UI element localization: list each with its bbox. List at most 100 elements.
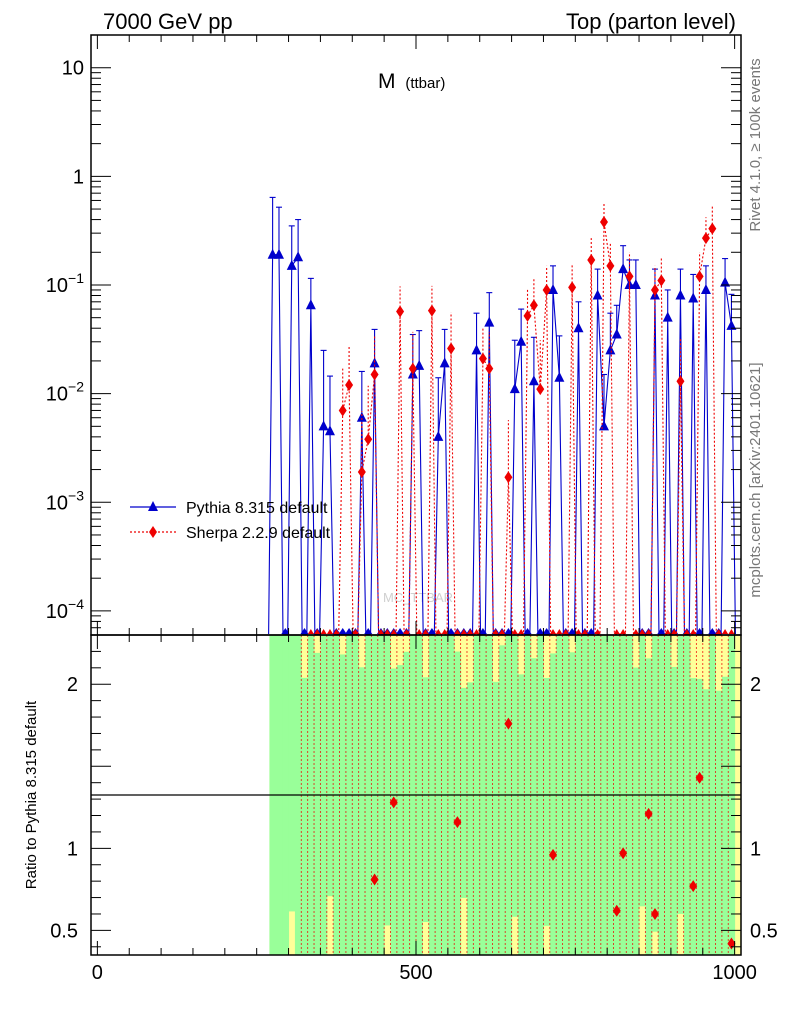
floor-marker xyxy=(613,629,620,634)
y-tick-exp: −1 xyxy=(68,270,84,286)
floor-marker xyxy=(390,629,397,634)
band-1sigma-bin xyxy=(384,635,392,926)
ratio-point xyxy=(644,807,653,820)
ratio-tick-label-right: 1 xyxy=(750,838,761,860)
data-point-diamond xyxy=(708,222,717,235)
data-point-triangle xyxy=(548,283,559,294)
header-right-title: Top (parton level) xyxy=(566,9,736,34)
y-tick-label: 10−2 xyxy=(46,379,84,406)
floor-marker xyxy=(550,629,557,634)
data-point-diamond xyxy=(478,352,487,365)
band-1sigma-bin xyxy=(492,681,500,955)
floor-marker xyxy=(581,629,588,634)
floor-marker xyxy=(281,628,290,634)
data-point-triangle xyxy=(662,311,673,322)
floor-marker xyxy=(511,629,518,634)
y-tick-label: 10 xyxy=(62,58,84,80)
ratio-point xyxy=(619,847,628,860)
floor-marker xyxy=(435,629,442,634)
data-point-triangle xyxy=(675,289,686,300)
y-tick-base: 10 xyxy=(46,492,68,514)
data-point-diamond xyxy=(447,342,456,355)
floor-marker xyxy=(639,629,646,634)
header-left-title: 7000 GeV pp xyxy=(103,9,233,34)
floor-marker xyxy=(460,629,467,634)
band-1sigma-bin xyxy=(422,677,430,923)
data-point-triangle xyxy=(720,276,731,287)
ratio-point xyxy=(453,816,462,829)
floor-marker xyxy=(416,629,423,634)
floor-marker xyxy=(478,628,487,634)
data-point-triangle xyxy=(305,299,316,310)
band-1sigma-bin xyxy=(721,676,729,955)
data-point-diamond xyxy=(676,375,685,388)
floor-marker xyxy=(542,628,551,634)
main-panel-series xyxy=(267,196,737,635)
y-tick-exp: −3 xyxy=(68,487,84,503)
legend: Pythia 8.315 default Sherpa 2.2.9 defaul… xyxy=(130,500,331,542)
y-tick-base: 10 xyxy=(46,275,68,297)
x-tick-label: 1000 xyxy=(712,962,757,984)
data-point-diamond xyxy=(427,304,436,317)
data-point-diamond xyxy=(529,299,538,312)
band-1sigma-bin xyxy=(396,665,404,955)
data-point-triangle xyxy=(318,420,329,431)
y-tick-label: 1 xyxy=(73,166,84,188)
chart-title-main: M xyxy=(378,70,396,93)
data-point-triangle xyxy=(700,283,711,294)
band-1sigma-bin xyxy=(530,658,538,955)
band-1sigma-bin xyxy=(702,689,710,955)
floor-marker xyxy=(396,628,405,634)
band-1sigma-bin xyxy=(715,690,723,955)
floor-marker xyxy=(492,629,499,634)
data-point-triangle xyxy=(471,344,482,355)
data-point-triangle xyxy=(293,251,304,262)
floor-marker xyxy=(664,629,671,634)
data-point-diamond xyxy=(357,465,366,478)
band-1sigma-bin xyxy=(390,668,398,955)
y-tick-label: 10−3 xyxy=(46,487,84,514)
band-1sigma-bin xyxy=(339,654,347,955)
floor-marker xyxy=(562,629,569,634)
data-point-diamond xyxy=(587,253,596,266)
floor-marker xyxy=(728,629,735,634)
band-1sigma-bin xyxy=(466,682,474,955)
data-point-triangle xyxy=(611,328,622,339)
floor-marker xyxy=(320,629,327,634)
floor-marker xyxy=(556,629,563,634)
data-point-diamond xyxy=(701,232,710,245)
data-point-triangle xyxy=(592,289,603,300)
floor-marker xyxy=(632,629,639,634)
data-point-triangle xyxy=(509,383,520,394)
floor-marker xyxy=(671,629,678,634)
side-label-rivet: Rivet 4.1.0, ≥ 100k events xyxy=(747,58,764,231)
band-1sigma-bin xyxy=(639,635,646,907)
y-tick-exp: −4 xyxy=(68,596,84,612)
ratio-y-axis-label: Ratio to Pythia 8.315 default xyxy=(23,700,40,889)
floor-marker xyxy=(307,629,314,634)
data-point-triangle xyxy=(286,259,297,270)
band-1sigma-bin xyxy=(632,667,640,955)
data-point-triangle xyxy=(273,248,284,259)
data-point-diamond xyxy=(599,215,608,228)
ratio-point xyxy=(504,717,513,730)
legend-label-sherpa: Sherpa 2.2.9 default xyxy=(186,525,331,542)
data-point-triangle xyxy=(726,319,737,330)
ratio-point xyxy=(612,904,621,917)
data-point-triangle xyxy=(439,357,450,368)
floor-marker xyxy=(620,629,627,634)
floor-marker xyxy=(594,629,601,634)
ratio-tick-label-left: 0.5 xyxy=(50,920,78,942)
band-1sigma-bin xyxy=(301,677,309,955)
ratio-point xyxy=(549,848,558,861)
ratio-point xyxy=(689,880,698,893)
band-1sigma-bin xyxy=(511,635,519,917)
floor-marker xyxy=(352,629,359,634)
data-point-triangle xyxy=(554,371,565,382)
floor-marker xyxy=(657,628,666,634)
band-1sigma-bin xyxy=(543,678,551,926)
data-point-triangle xyxy=(598,420,609,431)
data-point-triangle xyxy=(618,263,629,274)
band-1sigma-bin xyxy=(568,652,576,955)
